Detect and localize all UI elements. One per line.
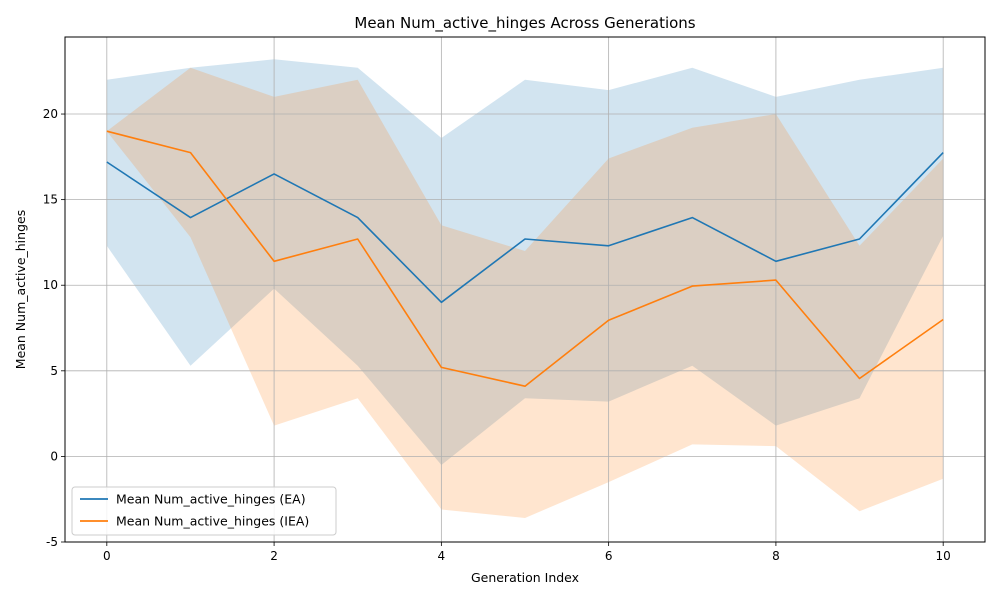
x-tick-label: 6 [605,549,613,563]
y-tick-label: -5 [46,535,58,549]
series-line-iea [106,130,944,388]
legend-label-ea: Mean Num_active_hinges (EA) [116,492,306,507]
series-lines [106,130,944,388]
y-tick-label: 10 [43,278,58,292]
confidence-bands [106,59,944,519]
x-axis-label: Generation Index [471,570,579,585]
x-tick-label: 8 [772,549,780,563]
y-tick-label: 0 [50,449,58,463]
y-tick-label: 20 [43,107,58,121]
y-tick-label: 5 [50,364,58,378]
chart-title: Mean Num_active_hinges Across Generation… [354,14,695,33]
legend-box [71,486,337,536]
x-tick-label: 2 [270,549,278,563]
y-axis-label: Mean Num_active_hinges [13,210,28,369]
legend-label-iea: Mean Num_active_hinges (IEA) [116,514,309,529]
x-axis-ticks: 0 2 4 6 8 10 [103,542,951,563]
plot-frame [64,36,986,543]
x-tick-label: 4 [438,549,446,563]
y-axis-ticks: -5 0 5 10 15 20 [43,107,65,549]
x-tick-label: 0 [103,549,111,563]
confidence-band-ea [106,59,944,466]
legend: Mean Num_active_hinges (EA) Mean Num_act… [71,486,337,536]
x-tick-label: 10 [936,549,951,563]
confidence-band-iea [106,67,944,519]
y-tick-label: 15 [43,193,58,207]
series-line-ea [106,152,944,304]
